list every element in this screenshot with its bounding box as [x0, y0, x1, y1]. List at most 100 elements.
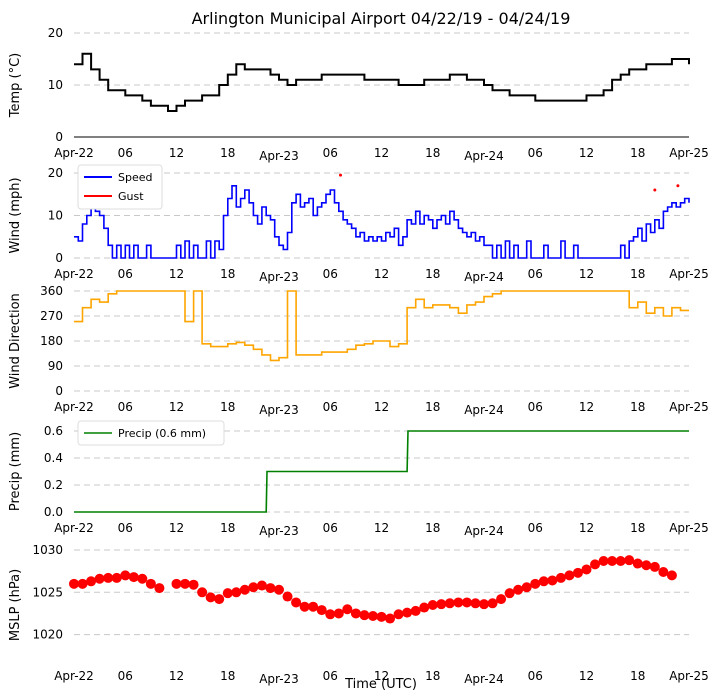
mslp-point: [547, 575, 558, 586]
mslp-point: [393, 609, 404, 620]
mslp-point: [111, 572, 122, 583]
mslp-point: [86, 576, 97, 587]
mslp-point: [325, 609, 336, 620]
wind-panel: 0 10 20 Apr-22 06 12 18 Apr-23 06 12 18 Apr-24 06 12 1…: [8, 164, 709, 284]
precip-legend: Precip (0.6 mm): [77, 420, 225, 446]
mslp-point: [649, 561, 660, 572]
mslp-point: [521, 582, 532, 593]
x-tick-label: Apr-22: [54, 669, 94, 683]
wind-direction-line: [74, 290, 689, 362]
x-tick-label: 06: [118, 521, 133, 535]
mslp-point: [256, 580, 267, 591]
mslp-point: [538, 576, 549, 587]
x-tick-label: 18: [630, 400, 645, 414]
mslp-point: [180, 578, 191, 589]
x-tick-label: 12: [374, 400, 389, 414]
x-tick-label: 18: [220, 146, 235, 160]
x-tick-label: 12: [579, 146, 594, 160]
mslp-point: [197, 587, 208, 598]
x-tick-label: 18: [220, 267, 235, 281]
x-tick-label: Apr-22: [54, 267, 94, 281]
x-tick-label: 12: [169, 146, 184, 160]
x-tick-label: 12: [374, 267, 389, 281]
mslp-point: [350, 608, 361, 619]
precip-line: [74, 430, 689, 513]
mslp-point: [487, 598, 498, 609]
y-axis-label: Wind (mph): [8, 177, 23, 253]
x-tick-label: 06: [528, 267, 543, 281]
mslp-point: [188, 579, 199, 590]
mslp-point: [402, 607, 413, 618]
x-tick-label: Apr-23: [259, 524, 299, 538]
mslp-point: [496, 594, 507, 605]
x-tick-label: Apr-23: [259, 403, 299, 417]
mslp-point: [504, 588, 515, 599]
mslp-point: [607, 556, 618, 566]
x-tick-label: Apr-25: [669, 267, 709, 281]
mslp-point: [103, 572, 114, 583]
y-tick-label: 1025: [32, 585, 63, 599]
mslp-point: [530, 578, 541, 589]
mslp-panel: 1020 1025 1030 Apr-22 06 12 18 Apr-23 06 12 18 Apr-…: [8, 543, 709, 686]
x-tick-label: 06: [118, 669, 133, 683]
mslp-point: [615, 556, 626, 566]
x-tick-label: Apr-23: [259, 149, 299, 163]
mslp-point: [479, 599, 489, 610]
legend-label-gust: Gust: [118, 190, 144, 203]
mslp-point: [427, 600, 438, 610]
x-tick-label: 06: [323, 146, 338, 160]
mslp-point: [632, 558, 643, 569]
mslp-point: [128, 572, 139, 583]
mslp-point: [308, 601, 319, 612]
mslp-point: [69, 578, 79, 589]
legend-label-precip: Precip (0.6 mm): [118, 427, 206, 440]
mslp-point: [419, 602, 430, 613]
x-tick-label: Apr-23: [259, 672, 299, 686]
y-tick-label: 20: [48, 26, 63, 40]
x-tick-label: 18: [425, 669, 440, 683]
mslp-point: [436, 599, 447, 610]
y-tick-label: 0.0: [44, 505, 63, 519]
mslp-point: [367, 611, 378, 621]
x-tick-label: Apr-22: [54, 146, 94, 160]
y-axis-label: Wind Direction: [8, 293, 23, 389]
x-tick-label: 06: [323, 521, 338, 535]
mslp-point: [299, 601, 310, 612]
wind-speed-line: [74, 185, 690, 259]
x-tick-label: 06: [528, 669, 543, 683]
mslp-point: [145, 578, 156, 589]
x-tick-label: 18: [630, 669, 645, 683]
mslp-point: [470, 598, 481, 609]
mslp-point: [248, 582, 259, 593]
x-tick-label: 12: [579, 400, 594, 414]
x-tick-label: 18: [220, 521, 235, 535]
figure-title: Arlington Municipal Airport 04/22/19 - 0…: [192, 9, 571, 28]
x-tick-label: 18: [630, 521, 645, 535]
x-tick-label: Apr-25: [669, 521, 709, 535]
wind-gust-point: [339, 173, 342, 177]
mslp-point: [666, 570, 677, 581]
temperature-line: [74, 52, 690, 112]
x-tick-label: 12: [579, 669, 594, 683]
y-axis-label: MSLP (hPa): [8, 569, 23, 641]
x-tick-label: 18: [630, 146, 645, 160]
mslp-point: [641, 560, 652, 571]
y-tick-label: 360: [40, 284, 63, 298]
x-tick-label: 06: [323, 400, 338, 414]
y-tick-label: 20: [48, 166, 63, 180]
mslp-point: [444, 598, 455, 609]
mslp-point: [624, 555, 635, 566]
y-tick-label: 90: [48, 359, 63, 373]
x-tick-label: 18: [630, 267, 645, 281]
mslp-point: [222, 588, 233, 599]
x-tick-label: Apr-22: [54, 521, 94, 535]
mslp-point: [239, 584, 250, 595]
mslp-point: [342, 604, 353, 615]
y-tick-label: 180: [40, 334, 63, 348]
mslp-point: [231, 587, 242, 598]
x-tick-label: 12: [579, 521, 594, 535]
mslp-point: [581, 564, 592, 575]
x-tick-label: 18: [425, 400, 440, 414]
x-tick-label: 12: [374, 146, 389, 160]
mslp-point: [154, 583, 165, 594]
